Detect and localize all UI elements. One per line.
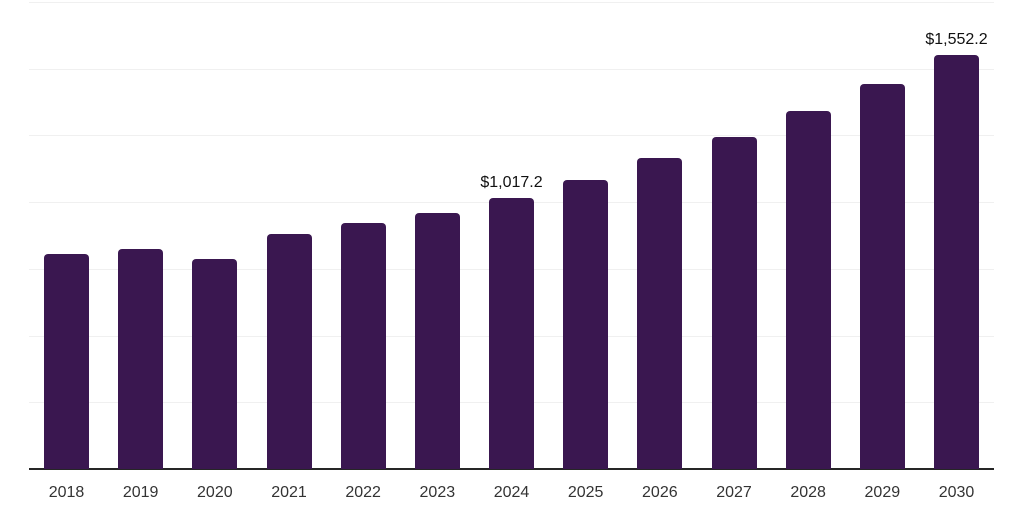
- x-axis-line: [29, 468, 994, 470]
- bar-2028[interactable]: [785, 110, 831, 469]
- bar-2024[interactable]: [489, 197, 534, 469]
- x-tick-label-2020: 2020: [197, 484, 233, 501]
- x-tick-label-2023: 2023: [419, 484, 456, 501]
- x-tick-label-2025: 2025: [567, 484, 604, 501]
- x-tick-label-2030: 2030: [938, 484, 975, 501]
- x-tick-label-2027: 2027: [716, 484, 752, 501]
- bar-2029[interactable]: [859, 83, 905, 469]
- bar-2026[interactable]: [637, 158, 683, 469]
- x-tick-label-2018: 2018: [48, 484, 85, 501]
- bar-2019[interactable]: [118, 249, 164, 469]
- data-label-2030: $1,552.2: [925, 30, 988, 48]
- x-tick-label-2029: 2029: [864, 484, 901, 501]
- bar-2018[interactable]: [44, 253, 89, 469]
- gridline: [29, 2, 994, 3]
- bar-2021[interactable]: [266, 233, 312, 469]
- bar-2023[interactable]: [414, 213, 460, 469]
- x-tick-label-2022: 2022: [345, 484, 381, 501]
- bar-2022[interactable]: [340, 222, 386, 469]
- bar-2020[interactable]: [192, 258, 238, 469]
- bar-2025[interactable]: [563, 180, 609, 469]
- data-label-2024: $1,017.2: [480, 173, 543, 191]
- x-tick-label-2024: 2024: [493, 484, 530, 501]
- x-tick-label-2021: 2021: [271, 484, 307, 501]
- plot-area: 2018 2019 2020 2021 2022 2023 2024 2025 2026 2027…: [29, 2, 994, 501]
- x-tick-label-2028: 2028: [790, 484, 826, 501]
- bar-2030[interactable]: [934, 54, 979, 469]
- x-tick-label-2019: 2019: [122, 484, 159, 501]
- x-tick-label-2026: 2026: [642, 484, 678, 501]
- gridline: [29, 68, 994, 70]
- bar-2027[interactable]: [711, 136, 757, 469]
- gridline: [29, 135, 994, 137]
